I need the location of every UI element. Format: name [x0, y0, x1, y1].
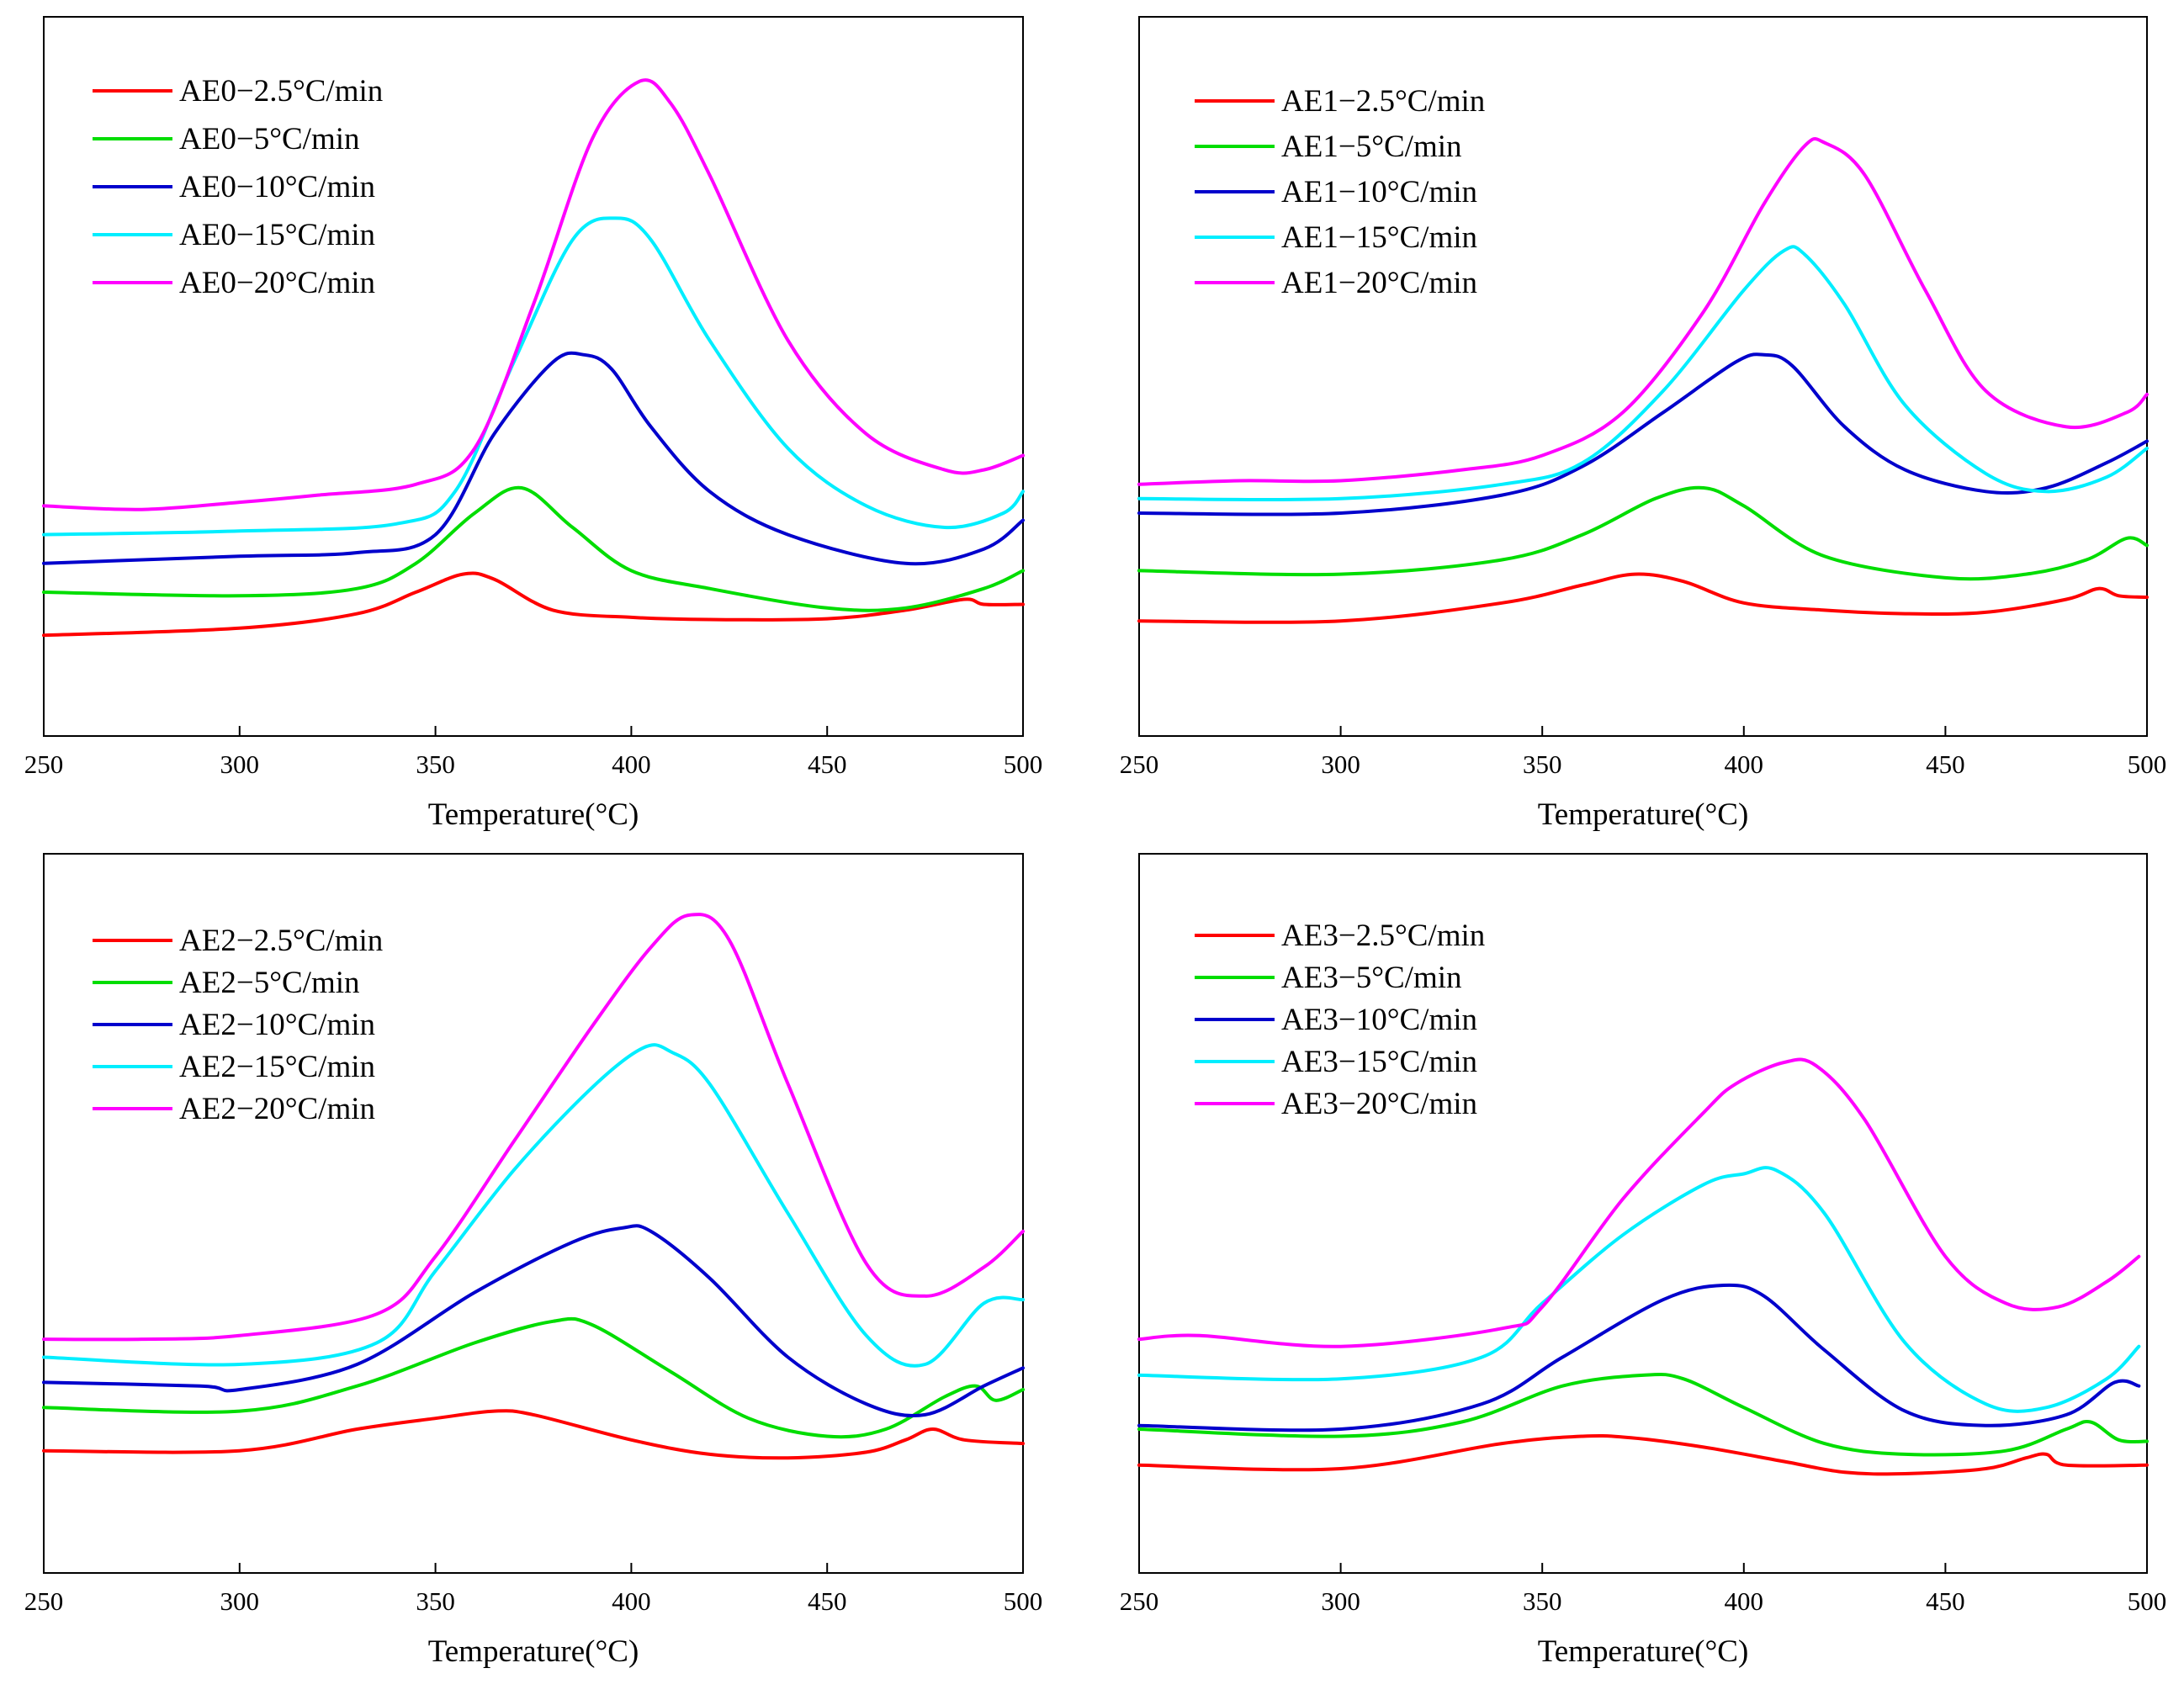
series-line-4 — [42, 216, 1025, 537]
legend: AE2−2.5°C/min AE2−5°C/min AE2−10°C/min AE2−… — [93, 924, 383, 1126]
x-tick-label: 300 — [1321, 749, 1360, 779]
legend-label: AE3−20°C/min — [1281, 1087, 1477, 1121]
series-line-2 — [1137, 1372, 2149, 1457]
x-axis-title: Temperature(°C) — [1538, 1634, 1749, 1669]
legend-label: AE0−20°C/min — [179, 266, 375, 300]
plot-frame — [1138, 853, 2148, 1574]
x-tick-label: 300 — [1321, 1586, 1360, 1616]
series-line-1 — [1137, 572, 2149, 624]
legend-label: AE2−2.5°C/min — [179, 924, 383, 958]
x-tick-label: 400 — [1725, 749, 1764, 779]
x-tick-label: 300 — [220, 1586, 260, 1616]
chart-panel-2: 250 300 350 400 450 500 Temperature(°C) AE1−2.5… — [1120, 16, 2167, 832]
x-tick-label: 350 — [1523, 1586, 1562, 1616]
legend-label: AE3−2.5°C/min — [1281, 919, 1485, 953]
series-line-3 — [42, 1224, 1025, 1418]
chart-panel-4: 250 300 350 400 450 500 Temperature(°C) AE3−2.5… — [1120, 853, 2167, 1669]
chart-panel-1: 250 300 350 400 450 500 Temperature(°C) AE0−2.5… — [24, 16, 1043, 832]
series-line-1 — [1137, 1434, 2149, 1476]
series-line-2 — [42, 1316, 1025, 1439]
series-line-3 — [1137, 352, 2149, 516]
x-tick-label: 450 — [808, 1586, 847, 1616]
plot-frame — [43, 853, 1024, 1574]
series-line-2 — [1137, 485, 2149, 581]
legend-label: AE2−20°C/min — [179, 1092, 375, 1126]
x-tick-label: 300 — [220, 749, 260, 779]
series-line-3 — [42, 351, 1025, 566]
legend-label: AE0−2.5°C/min — [179, 74, 383, 109]
legend-label: AE3−10°C/min — [1281, 1003, 1477, 1037]
legend-label: AE3−5°C/min — [1281, 961, 1462, 995]
x-tick-label: 350 — [416, 749, 455, 779]
x-axis-title: Temperature(°C) — [428, 797, 639, 832]
legend-label: AE1−10°C/min — [1281, 175, 1477, 209]
series-line-1 — [42, 1409, 1025, 1460]
x-tick-label: 400 — [1725, 1586, 1764, 1616]
x-tick-label: 500 — [2128, 749, 2167, 779]
series-line-4 — [42, 1043, 1025, 1368]
legend-label: AE2−10°C/min — [179, 1008, 375, 1042]
x-tick-label: 500 — [1004, 1586, 1043, 1616]
plot-frame — [1138, 16, 2148, 737]
legend-label: AE1−20°C/min — [1281, 266, 1477, 300]
legend: AE0−2.5°C/min AE0−5°C/min AE0−10°C/min AE0−… — [93, 74, 383, 300]
x-tick-label: 450 — [1926, 1586, 1965, 1616]
x-tick-label: 450 — [808, 749, 847, 779]
series-line-2 — [42, 485, 1025, 612]
x-tick-label: 400 — [612, 749, 651, 779]
legend-label: AE3−15°C/min — [1281, 1045, 1477, 1079]
legend-label: AE0−10°C/min — [179, 170, 375, 204]
x-tick-label: 500 — [2128, 1586, 2167, 1616]
series-line-5 — [1137, 137, 2149, 486]
series-line-5 — [42, 78, 1025, 511]
series-line-5 — [42, 913, 1025, 1342]
series-line-4 — [1137, 245, 2149, 502]
series-line-5 — [1137, 1057, 2141, 1348]
x-tick-label: 250 — [1120, 1586, 1159, 1616]
x-tick-label: 350 — [1523, 749, 1562, 779]
legend-label: AE0−15°C/min — [179, 218, 375, 252]
x-tick-label: 250 — [24, 749, 64, 779]
x-axis-title: Temperature(°C) — [1538, 797, 1749, 832]
series-line-4 — [1137, 1166, 2141, 1413]
x-tick-label: 400 — [612, 1586, 651, 1616]
chart-panel-3: 250 300 350 400 450 500 Temperature(°C) AE2−2.5… — [24, 853, 1043, 1669]
x-tick-label: 500 — [1004, 749, 1043, 779]
x-tick-label: 450 — [1926, 749, 1965, 779]
plot-frame — [43, 16, 1024, 737]
legend-label: AE0−5°C/min — [179, 122, 360, 156]
x-tick-label: 250 — [1120, 749, 1159, 779]
x-axis-title: Temperature(°C) — [428, 1634, 639, 1669]
legend-label: AE1−2.5°C/min — [1281, 84, 1485, 119]
legend-label: AE1−5°C/min — [1281, 130, 1462, 164]
series-line-3 — [1137, 1283, 2141, 1432]
legend-label: AE2−15°C/min — [179, 1050, 375, 1084]
x-tick-label: 250 — [24, 1586, 64, 1616]
legend: AE3−2.5°C/min AE3−5°C/min AE3−10°C/min AE3−… — [1195, 919, 1485, 1121]
series-line-1 — [42, 571, 1025, 638]
legend: AE1−2.5°C/min AE1−5°C/min AE1−10°C/min AE1−… — [1195, 84, 1485, 300]
legend-label: AE1−15°C/min — [1281, 220, 1477, 255]
x-tick-label: 350 — [416, 1586, 455, 1616]
legend-label: AE2−5°C/min — [179, 966, 360, 1000]
